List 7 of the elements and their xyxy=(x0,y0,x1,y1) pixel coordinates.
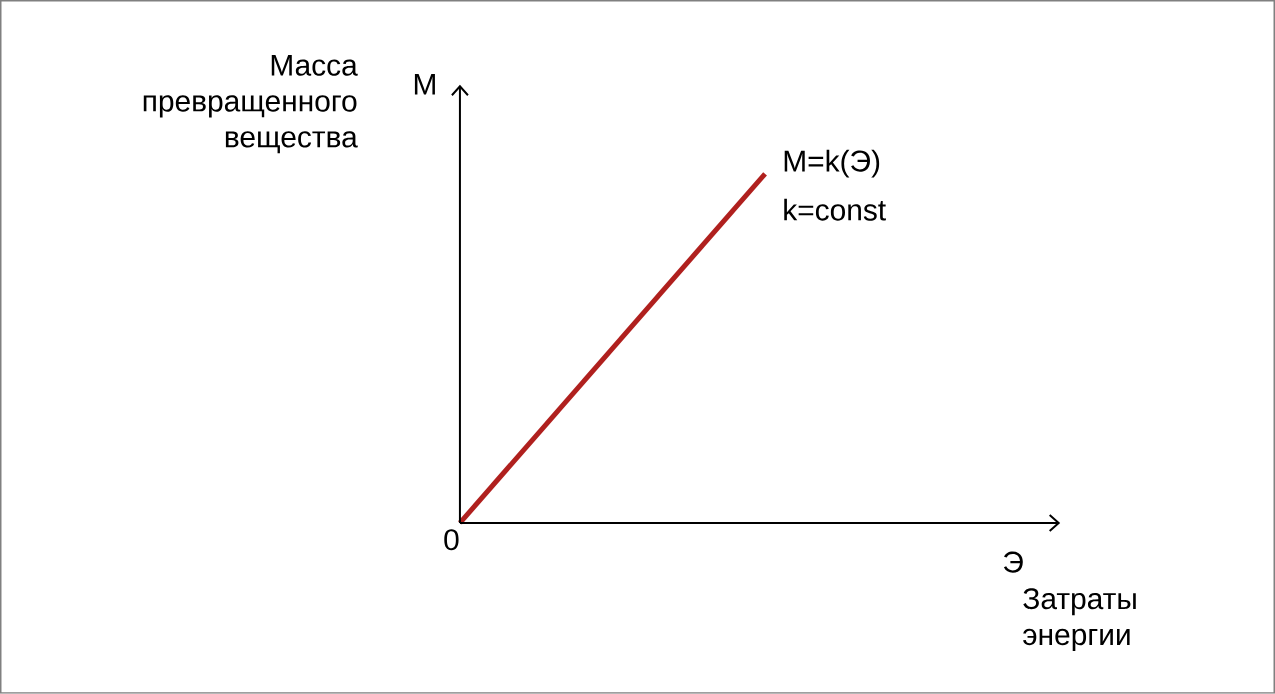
x-axis-title: Затраты энергии xyxy=(1023,588,1136,652)
text: Э xyxy=(1003,551,1023,573)
text: 0 xyxy=(444,529,459,551)
text: М xyxy=(414,74,435,95)
annotation: M=k(Э) xyxy=(784,149,880,178)
y-axis-title: Масса превращенного вещества xyxy=(143,55,358,154)
annotation: k=const xyxy=(784,198,886,221)
